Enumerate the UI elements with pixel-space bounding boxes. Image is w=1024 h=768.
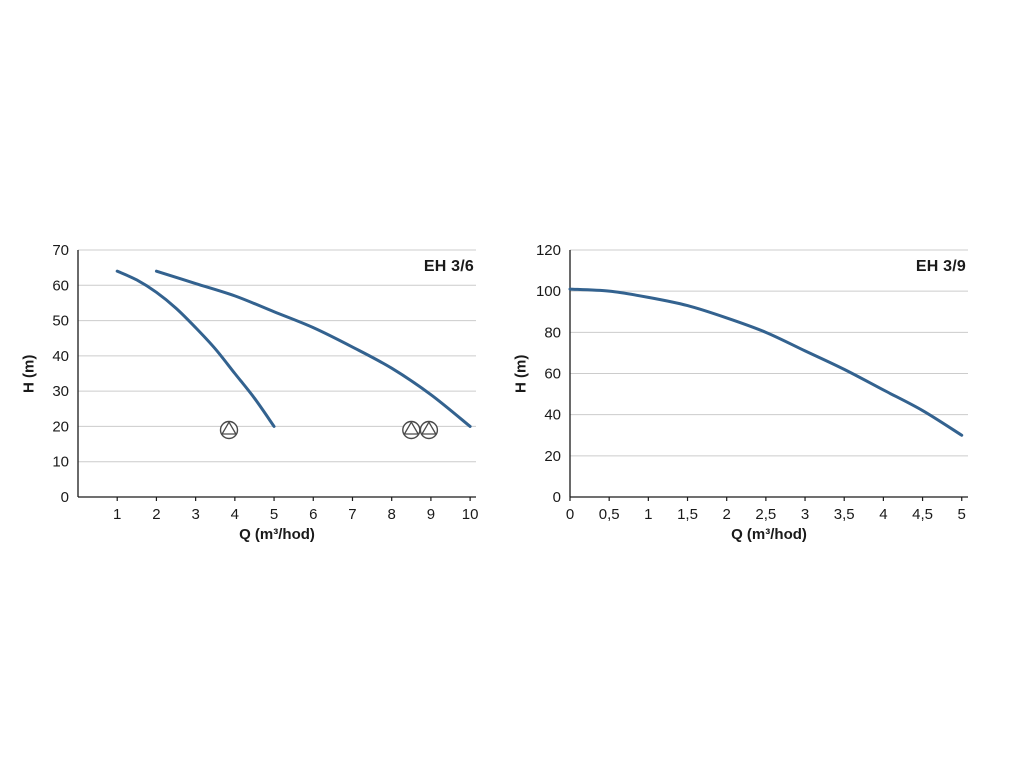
x-tick-label: 9 (427, 506, 435, 523)
x-axis-label: Q (m³/hod) (239, 526, 315, 543)
y-tick-label: 50 (52, 313, 69, 330)
chart-panel-eh-3-6: H (m) 0 10 20 30 40 50 60 70 1 2 3 4 5 6 7 8 9 10 EH 3/6 … (18, 232, 488, 564)
x-tick-label: 5 (958, 506, 966, 523)
y-tick-label: 80 (544, 324, 561, 341)
y-tick-label: 70 (52, 242, 69, 259)
x-tick-label: 5 (270, 506, 278, 523)
y-tick-label: 0 (553, 489, 561, 506)
x-tick-label: 3 (801, 506, 809, 523)
y-tick-label: 20 (544, 448, 561, 465)
chart-title: EH 3/6 (423, 258, 474, 275)
x-tick-label: 6 (309, 506, 317, 523)
x-tick-label: 2 (723, 506, 731, 523)
curve-steep-curve (115, 269, 276, 428)
y-tick-label: 0 (61, 489, 69, 506)
x-tick-label: 0,5 (599, 506, 620, 523)
pump-symbol-icon (402, 420, 421, 440)
pump-symbol-icon (419, 420, 439, 440)
x-tick-label: 1,5 (677, 506, 698, 523)
x-tick-label: 1 (113, 506, 121, 523)
chart-title: EH 3/9 (915, 258, 966, 275)
y-tick-label: 60 (52, 277, 69, 294)
y-tick-label: 100 (536, 283, 561, 300)
x-tick-label: 4 (879, 506, 887, 523)
y-tick-label: 120 (536, 242, 561, 259)
y-tick-label: 40 (52, 348, 69, 365)
y-tick-label: 60 (544, 366, 561, 383)
x-tick-label: 2 (152, 506, 160, 523)
x-tick-label: 4,5 (912, 506, 933, 523)
x-tick-label: 8 (388, 506, 396, 523)
x-tick-label: 4 (231, 506, 239, 523)
x-tick-label: 10 (462, 506, 479, 523)
y-tick-label: 30 (52, 383, 69, 400)
y-tick-label: 10 (52, 454, 69, 471)
plot-eh-3-9: 0 20 40 60 80 100 120 0 0,5 1 1,5 2 2,5 3 3,5 4 4,5 5 (536, 242, 968, 523)
x-tick-label: 7 (348, 506, 356, 523)
y-tick-label: 40 (544, 407, 561, 424)
x-tick-label: 1 (644, 506, 652, 523)
pump-symbol-icon (219, 420, 239, 440)
x-tick-label: 3 (191, 506, 199, 523)
x-axis-label: Q (m³/hod) (731, 526, 807, 543)
y-tick-label: 20 (52, 418, 69, 435)
chart-panel-eh-3-9: H (m) 0 20 40 60 80 100 120 0 0,5 1 1,5 2 2,5 3 3,5 4 4,… (510, 232, 980, 564)
curve-curve (568, 287, 964, 437)
plot-eh-3-6: 0 10 20 30 40 50 60 70 1 2 3 4 5 6 7 8 9 10 (52, 242, 479, 523)
x-tick-label: 0 (566, 506, 574, 523)
x-tick-label: 2,5 (755, 506, 776, 523)
curve-flat-curve (154, 269, 472, 428)
x-tick-label: 3,5 (834, 506, 855, 523)
